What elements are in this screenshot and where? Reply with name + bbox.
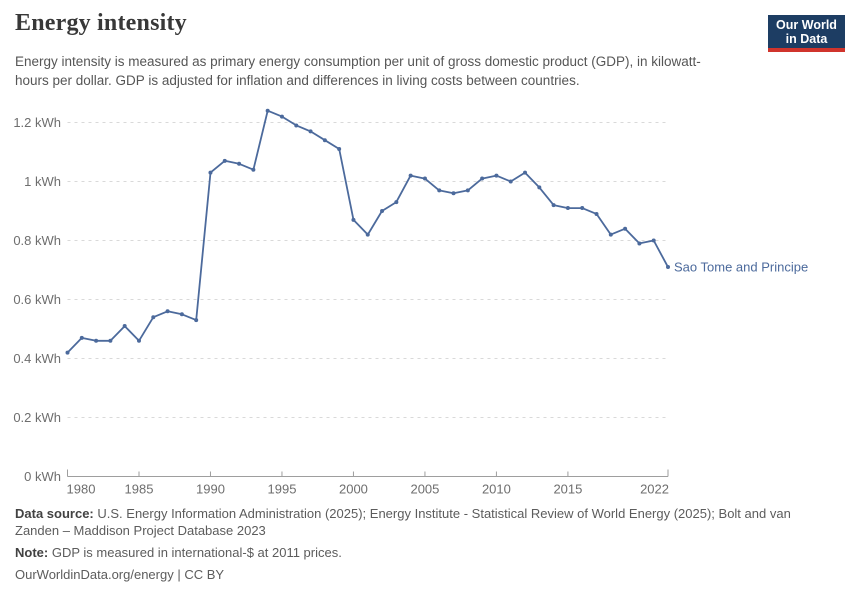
- data-point-marker[interactable]: [594, 211, 599, 216]
- data-point-marker[interactable]: [94, 338, 99, 343]
- series-line[interactable]: [66, 109, 669, 354]
- owid-logo[interactable]: Our World in Data: [768, 15, 845, 52]
- data-point-marker[interactable]: [222, 158, 227, 163]
- chart-footer: Data source: U.S. Energy Information Adm…: [15, 505, 815, 588]
- data-point-marker[interactable]: [565, 206, 570, 211]
- note-label: Note:: [15, 545, 49, 560]
- x-tick-label: 2010: [482, 482, 511, 497]
- footer-links-line: OurWorldinData.org/energy | CC BY: [15, 566, 815, 583]
- y-tick-label: 1.2 kWh: [13, 115, 61, 130]
- y-tick-label: 0.6 kWh: [13, 292, 61, 307]
- chart-title: Energy intensity: [15, 10, 187, 36]
- data-point-marker[interactable]: [523, 170, 528, 175]
- data-point-marker[interactable]: [422, 176, 427, 181]
- note-text: GDP is measured in international-$ at 20…: [51, 545, 342, 560]
- data-point-marker[interactable]: [437, 188, 442, 193]
- footer-separator: |: [173, 567, 185, 582]
- data-point-marker[interactable]: [194, 318, 199, 323]
- data-source-text: U.S. Energy Information Administration (…: [15, 506, 791, 538]
- x-tick-label: 2022: [640, 482, 669, 497]
- data-point-marker[interactable]: [136, 338, 141, 343]
- x-tick-label: 1980: [67, 482, 96, 497]
- x-tick-label: 2015: [553, 482, 582, 497]
- x-tick-label: 2005: [410, 482, 439, 497]
- data-point-marker[interactable]: [108, 338, 113, 343]
- data-point-marker[interactable]: [65, 350, 70, 355]
- data-point-marker[interactable]: [408, 173, 413, 178]
- data-point-marker[interactable]: [551, 203, 556, 208]
- x-tick-label: 2000: [339, 482, 368, 497]
- data-point-marker[interactable]: [580, 206, 585, 211]
- data-point-marker[interactable]: [122, 324, 127, 329]
- data-point-marker[interactable]: [451, 191, 456, 196]
- data-point-marker[interactable]: [494, 173, 499, 178]
- footer-license-link[interactable]: CC BY: [184, 567, 225, 582]
- data-point-marker[interactable]: [322, 138, 327, 143]
- data-point-marker[interactable]: [465, 188, 470, 193]
- x-tick-label: 1985: [125, 482, 154, 497]
- data-point-marker[interactable]: [608, 232, 613, 237]
- data-point-marker[interactable]: [480, 176, 485, 181]
- data-point-marker[interactable]: [351, 217, 356, 222]
- y-tick-label: 0.2 kWh: [13, 410, 61, 425]
- series-end-label[interactable]: Sao Tome and Principe: [674, 260, 808, 275]
- data-point-marker[interactable]: [537, 185, 542, 190]
- data-point-marker[interactable]: [394, 200, 399, 205]
- data-point-marker[interactable]: [666, 265, 670, 270]
- data-point-marker[interactable]: [380, 209, 385, 213]
- data-point-marker[interactable]: [165, 309, 170, 314]
- footer-url-link[interactable]: OurWorldinData.org/energy: [15, 567, 174, 582]
- data-point-marker[interactable]: [337, 147, 342, 152]
- y-tick-label: 0.8 kWh: [13, 233, 61, 248]
- data-point-marker[interactable]: [179, 312, 184, 317]
- owid-logo-line1: Our World: [776, 18, 837, 32]
- data-point-marker[interactable]: [279, 114, 284, 119]
- data-source-label: Data source:: [15, 506, 94, 521]
- data-point-marker[interactable]: [365, 232, 370, 237]
- data-point-marker[interactable]: [294, 123, 299, 128]
- data-point-marker[interactable]: [623, 226, 628, 231]
- y-tick-label: 1 kWh: [24, 174, 61, 189]
- data-point-marker[interactable]: [508, 179, 513, 184]
- data-point-marker[interactable]: [265, 108, 270, 113]
- data-point-marker[interactable]: [651, 238, 656, 243]
- data-point-marker[interactable]: [79, 335, 84, 340]
- x-tick-label: 1995: [268, 482, 297, 497]
- note-line: Note: GDP is measured in international-$…: [15, 544, 815, 561]
- data-point-marker[interactable]: [637, 241, 642, 246]
- x-tick-label: 1990: [196, 482, 225, 497]
- data-point-marker[interactable]: [151, 315, 156, 320]
- y-tick-label: 0 kWh: [24, 469, 61, 484]
- chart-subtitle: Energy intensity is measured as primary …: [15, 54, 701, 88]
- data-point-marker[interactable]: [251, 167, 256, 172]
- owid-logo-line2: in Data: [785, 32, 828, 46]
- data-point-marker[interactable]: [237, 161, 242, 166]
- y-tick-label: 0.4 kWh: [13, 351, 61, 366]
- data-point-marker[interactable]: [208, 170, 213, 175]
- data-source-line: Data source: U.S. Energy Information Adm…: [15, 505, 815, 539]
- data-point-marker[interactable]: [308, 129, 313, 134]
